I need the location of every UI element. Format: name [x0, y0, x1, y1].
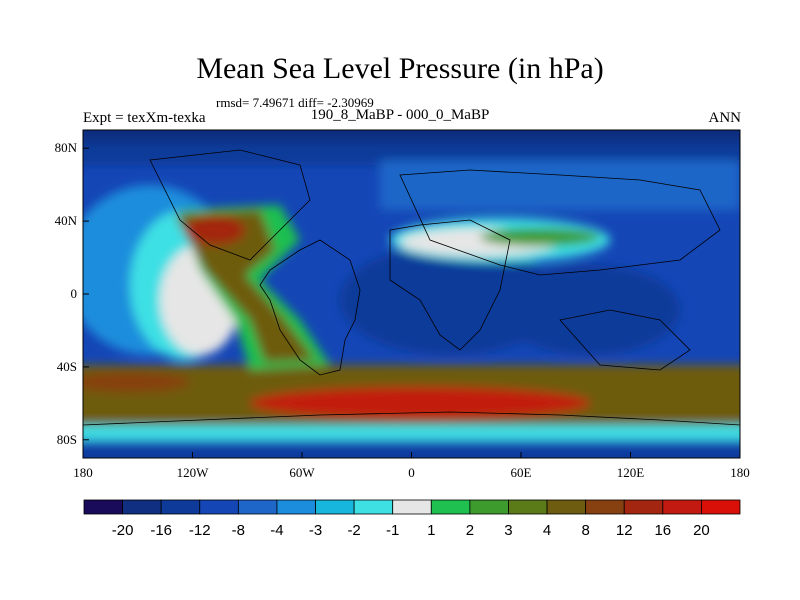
- colorbar-swatch: [585, 499, 625, 515]
- colorbar-label: 4: [543, 522, 551, 539]
- y-tick-label: 80S: [57, 432, 77, 447]
- stats-line: rmsd= 7.49671 diff= -2.30969: [216, 95, 374, 110]
- season-label: ANN: [708, 110, 742, 126]
- colorbar-label: -1: [386, 522, 399, 539]
- colorbar-label: 1: [427, 522, 435, 539]
- y-axis-ticks: 80N 40N 0 40S 80S: [55, 140, 89, 447]
- colorbar-label: -2: [347, 522, 360, 539]
- period-label: 190_8_MaBP - 000_0_MaBP: [310, 107, 490, 123]
- colorbar-label: 16: [654, 522, 671, 539]
- north-america-outline: [149, 149, 311, 261]
- colorbar-label: 8: [581, 522, 589, 539]
- y-tick-label: 0: [71, 286, 78, 301]
- colorbar-label: -8: [232, 522, 245, 539]
- eurasia-outline: [399, 169, 721, 276]
- colorbar-label: -4: [270, 522, 283, 539]
- colorbar: -20 -16 -12 -8 -4 -3 -2 -1 1 2 3 4 8 12 16 20: [83, 499, 741, 539]
- colorbar-label: 12: [616, 522, 633, 539]
- colorbar-swatch: [315, 499, 355, 515]
- colorbar-label: -12: [189, 522, 211, 539]
- colorbar-label: 3: [504, 522, 512, 539]
- colorbar-swatch: [662, 499, 702, 515]
- colorbar-label: 2: [466, 522, 474, 539]
- map-field: [83, 130, 740, 458]
- americas-positive-tongue: [175, 210, 315, 362]
- colorbar-swatch: [237, 499, 278, 515]
- x-tick-label: 120E: [617, 465, 645, 480]
- colorbar-swatch: [392, 499, 432, 515]
- australia-outline: [559, 309, 691, 371]
- experiment-label: Expt = texXm-texka: [83, 110, 206, 126]
- y-tick-label: 40N: [55, 213, 78, 228]
- x-tick-label: 60W: [289, 465, 315, 480]
- colorbar-label: 20: [693, 522, 710, 539]
- colorbar-swatch: [546, 499, 587, 515]
- africa-outline: [389, 219, 511, 351]
- south-america-outline: [259, 239, 361, 376]
- x-tick-label: 0: [408, 465, 415, 480]
- x-axis-ticks: 180 120W 60W 0 60E 120E 180: [73, 452, 750, 480]
- colorbar-swatch: [353, 499, 394, 515]
- colorbar-label: -16: [150, 522, 172, 539]
- x-tick-label: 120W: [177, 465, 210, 480]
- colorbar-label: -20: [112, 522, 134, 539]
- colorbar-swatch: [276, 499, 316, 515]
- plot-title: Mean Sea Level Pressure (in hPa): [196, 52, 604, 85]
- colorbar-swatch: [430, 499, 471, 515]
- colorbar-swatch: [623, 499, 664, 515]
- colorbar-swatch: [160, 499, 201, 515]
- colorbar-swatch: [83, 499, 123, 515]
- antarctica-outline: [83, 411, 740, 426]
- colorbar-swatch: [122, 499, 162, 515]
- colorbar-swatch: [199, 499, 239, 515]
- colorbar-swatch: [508, 499, 548, 515]
- colorbar-swatch: [469, 499, 509, 515]
- colorbar-label: -3: [309, 522, 322, 539]
- y-tick-label: 80N: [55, 140, 78, 155]
- x-tick-label: 180: [730, 465, 750, 480]
- x-tick-label: 180: [73, 465, 93, 480]
- y-tick-label: 40S: [57, 359, 77, 374]
- x-tick-label: 60E: [511, 465, 532, 480]
- colorbar-swatch: [701, 499, 741, 515]
